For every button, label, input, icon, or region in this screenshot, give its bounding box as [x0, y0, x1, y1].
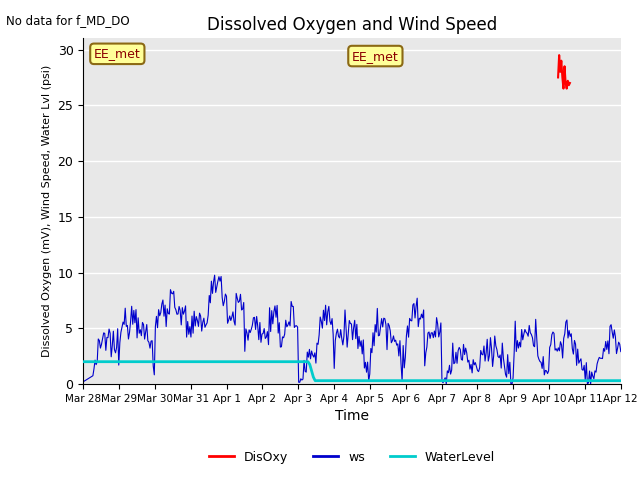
DisOxy [565, 83, 573, 88]
ws [606, 324, 614, 329]
ws [79, 379, 87, 384]
Legend: DisOxy, ws, WaterLevel: DisOxy, ws, WaterLevel [204, 445, 500, 468]
DisOxy [557, 58, 565, 63]
DisOxy [556, 52, 563, 58]
DisOxy [559, 86, 567, 92]
Text: EE_met: EE_met [352, 49, 399, 62]
Title: Dissolved Oxygen and Wind Speed: Dissolved Oxygen and Wind Speed [207, 16, 497, 34]
Text: No data for f_MD_DO: No data for f_MD_DO [6, 14, 130, 27]
ws [339, 342, 347, 348]
DisOxy [564, 78, 572, 84]
ws [211, 272, 218, 278]
DisOxy [563, 86, 570, 92]
ws [617, 348, 625, 354]
DisOxy [554, 74, 562, 80]
Line: DisOxy: DisOxy [558, 55, 570, 89]
ws [507, 381, 515, 387]
X-axis label: Time: Time [335, 409, 369, 423]
WaterLevel [534, 378, 542, 384]
Line: ws: ws [83, 275, 621, 384]
WaterLevel [79, 359, 87, 365]
Text: EE_met: EE_met [94, 48, 141, 60]
ws [522, 329, 530, 335]
DisOxy [559, 74, 566, 80]
DisOxy [562, 80, 570, 86]
WaterLevel [617, 378, 625, 384]
DisOxy [561, 63, 568, 69]
ws [371, 322, 379, 327]
Y-axis label: Dissolved Oxygen (mV), Wind Speed, Water Lvl (psi): Dissolved Oxygen (mV), Wind Speed, Water… [42, 65, 52, 357]
DisOxy [566, 80, 573, 86]
Line: WaterLevel: WaterLevel [83, 362, 621, 381]
WaterLevel [401, 378, 409, 384]
WaterLevel [399, 378, 407, 384]
WaterLevel [311, 378, 319, 384]
ws [401, 365, 408, 371]
WaterLevel [410, 378, 418, 384]
WaterLevel [81, 359, 89, 365]
ws [336, 335, 344, 341]
DisOxy [556, 69, 564, 75]
WaterLevel [568, 378, 576, 384]
